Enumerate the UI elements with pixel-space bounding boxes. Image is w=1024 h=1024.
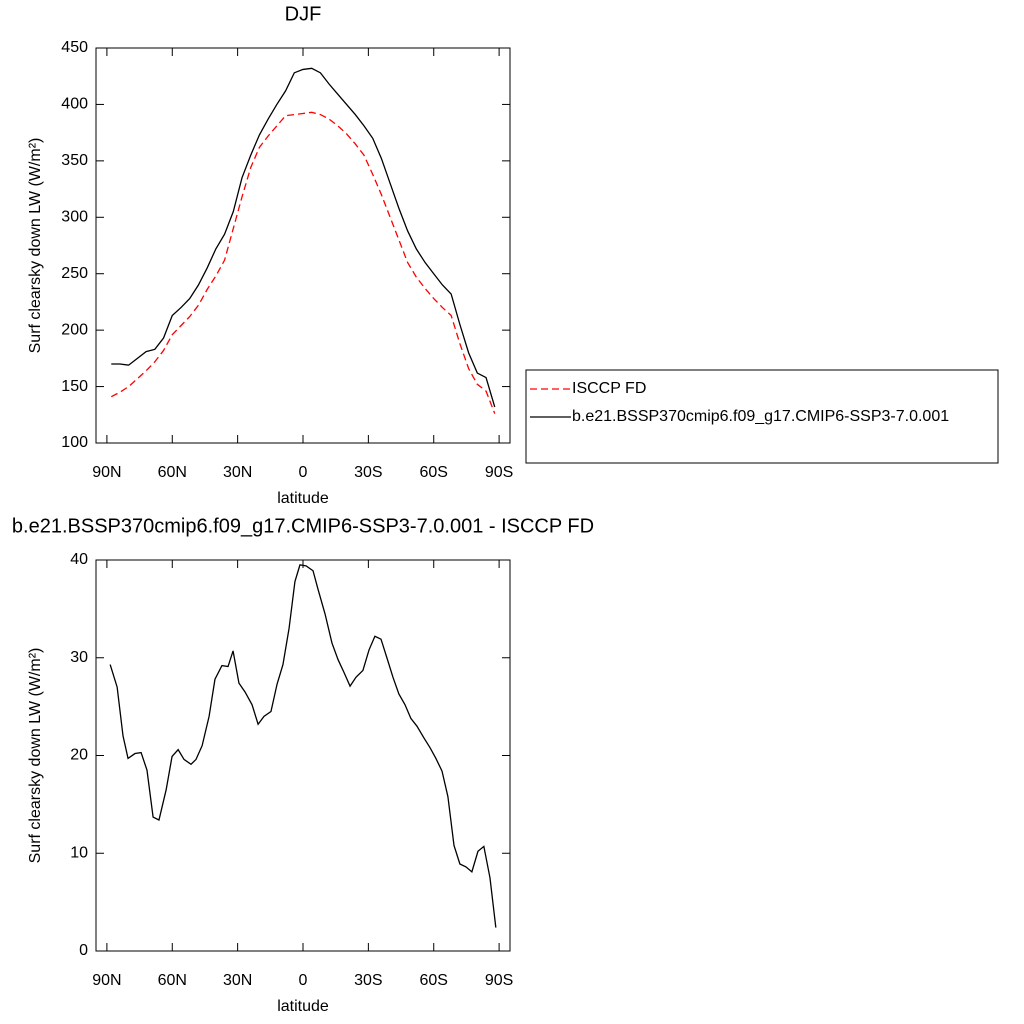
x-tick-label: 60S bbox=[420, 972, 448, 989]
y-tick-label: 300 bbox=[61, 209, 88, 226]
x-tick-label: 90N bbox=[92, 972, 121, 989]
y-axis-label: Surf clearsky down LW (W/m²) bbox=[27, 138, 44, 354]
x-tick-label: 30N bbox=[223, 464, 252, 481]
data-line bbox=[110, 111, 496, 414]
data-line bbox=[109, 564, 497, 928]
y-tick-label: 30 bbox=[70, 649, 88, 666]
y-tick-label: 250 bbox=[61, 265, 88, 282]
y-tick-label: 350 bbox=[61, 152, 88, 169]
y-tick-label: 10 bbox=[70, 844, 88, 861]
y-tick-label: 40 bbox=[70, 551, 88, 568]
legend-box bbox=[525, 369, 999, 464]
x-tick-label: 90S bbox=[485, 972, 513, 989]
y-tick-label: 400 bbox=[61, 96, 88, 113]
chart-title: b.e21.BSSP370cmip6.f09_g17.CMIP6-SSP3-7.… bbox=[12, 515, 594, 537]
legend-label: ISCCP FD bbox=[572, 380, 646, 397]
x-tick-label: 60N bbox=[158, 972, 187, 989]
x-tick-label: 60S bbox=[420, 464, 448, 481]
x-tick-label: 30S bbox=[354, 464, 382, 481]
x-axis-label: latitude bbox=[277, 998, 329, 1015]
y-tick-label: 0 bbox=[79, 942, 88, 959]
y-tick-label: 200 bbox=[61, 321, 88, 338]
x-axis-label: latitude bbox=[277, 490, 329, 507]
x-tick-label: 30N bbox=[223, 972, 252, 989]
y-tick-label: 150 bbox=[61, 378, 88, 395]
plot-frame bbox=[95, 559, 511, 952]
x-tick-label: 0 bbox=[299, 972, 308, 989]
x-tick-label: 90S bbox=[485, 464, 513, 481]
y-tick-label: 450 bbox=[61, 39, 88, 56]
legend-label: b.e21.BSSP370cmip6.f09_g17.CMIP6-SSP3-7.… bbox=[572, 408, 949, 425]
x-tick-label: 30S bbox=[354, 972, 382, 989]
data-line bbox=[111, 67, 496, 408]
y-tick-label: 100 bbox=[61, 434, 88, 451]
y-axis-label: Surf clearsky down LW (W/m²) bbox=[27, 648, 44, 864]
x-tick-label: 60N bbox=[158, 464, 187, 481]
x-tick-label: 0 bbox=[299, 464, 308, 481]
y-tick-label: 20 bbox=[70, 747, 88, 764]
chart-title: DJF bbox=[285, 3, 322, 25]
plot-frame bbox=[95, 47, 511, 444]
x-tick-label: 90N bbox=[92, 464, 121, 481]
